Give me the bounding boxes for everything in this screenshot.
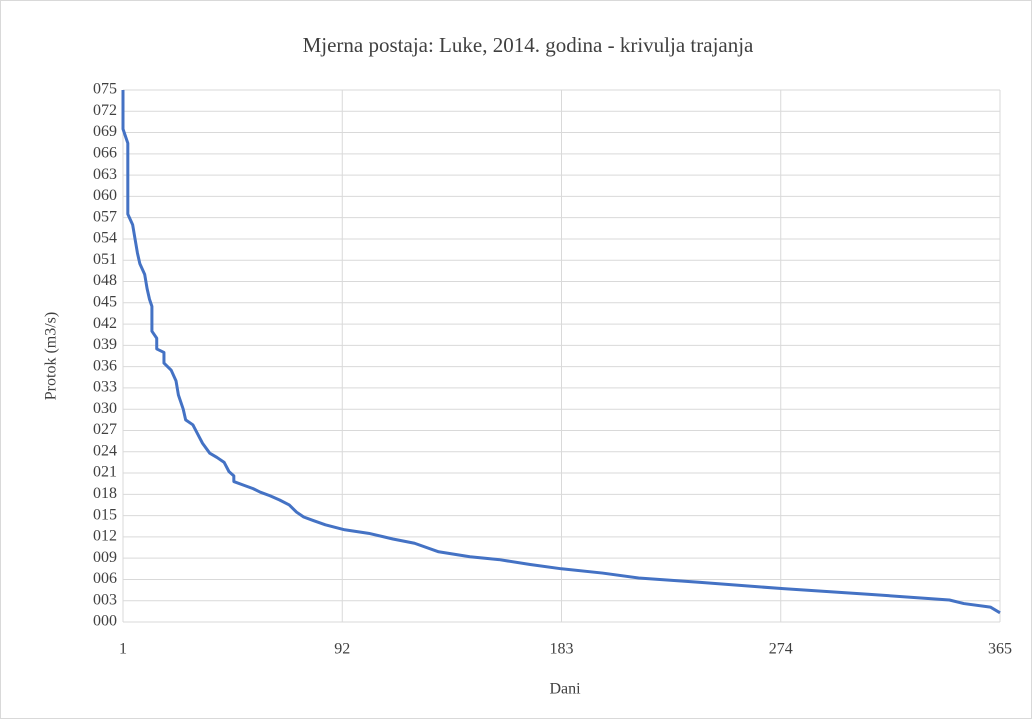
x-tick-label: 365 xyxy=(988,641,1012,658)
y-tick-label: 045 xyxy=(93,293,117,310)
chart-title: Mjerna postaja: Luke, 2014. godina - kri… xyxy=(303,33,754,57)
y-tick-label: 063 xyxy=(93,166,117,183)
y-tick-label: 030 xyxy=(93,400,117,417)
y-tick-label: 048 xyxy=(93,272,117,289)
y-tick-label: 006 xyxy=(93,570,117,587)
y-tick-label: 003 xyxy=(93,591,117,608)
y-tick-label: 021 xyxy=(93,464,117,481)
y-tick-label: 060 xyxy=(93,187,117,204)
y-tick-label: 027 xyxy=(93,421,117,438)
y-tick-label: 069 xyxy=(93,123,117,140)
y-tick-label: 051 xyxy=(93,251,117,268)
y-tick-label: 018 xyxy=(93,485,117,502)
y-tick-label: 024 xyxy=(93,442,117,459)
x-tick-label: 1 xyxy=(119,641,127,658)
y-tick-label: 075 xyxy=(93,81,117,98)
y-tick-label: 012 xyxy=(93,528,117,545)
x-tick-label: 183 xyxy=(550,641,574,658)
y-tick-label: 036 xyxy=(93,357,117,374)
y-tick-label: 009 xyxy=(93,549,117,566)
y-tick-label: 042 xyxy=(93,315,117,332)
y-tick-label: 033 xyxy=(93,379,117,396)
y-tick-label: 072 xyxy=(93,102,117,119)
y-tick-label: 054 xyxy=(93,230,117,247)
x-tick-label: 92 xyxy=(334,641,350,658)
y-axis-label: Protok (m3/s) xyxy=(43,312,60,400)
line-series xyxy=(121,90,1001,615)
x-tick-label: 274 xyxy=(769,641,793,658)
y-tick-label: 066 xyxy=(93,145,117,162)
y-tick-label: 015 xyxy=(93,506,117,523)
y-tick-label: 057 xyxy=(93,208,117,225)
x-axis-label: Dani xyxy=(549,681,581,698)
y-tick-label: 000 xyxy=(93,613,117,630)
y-tick-label: 039 xyxy=(93,336,117,353)
